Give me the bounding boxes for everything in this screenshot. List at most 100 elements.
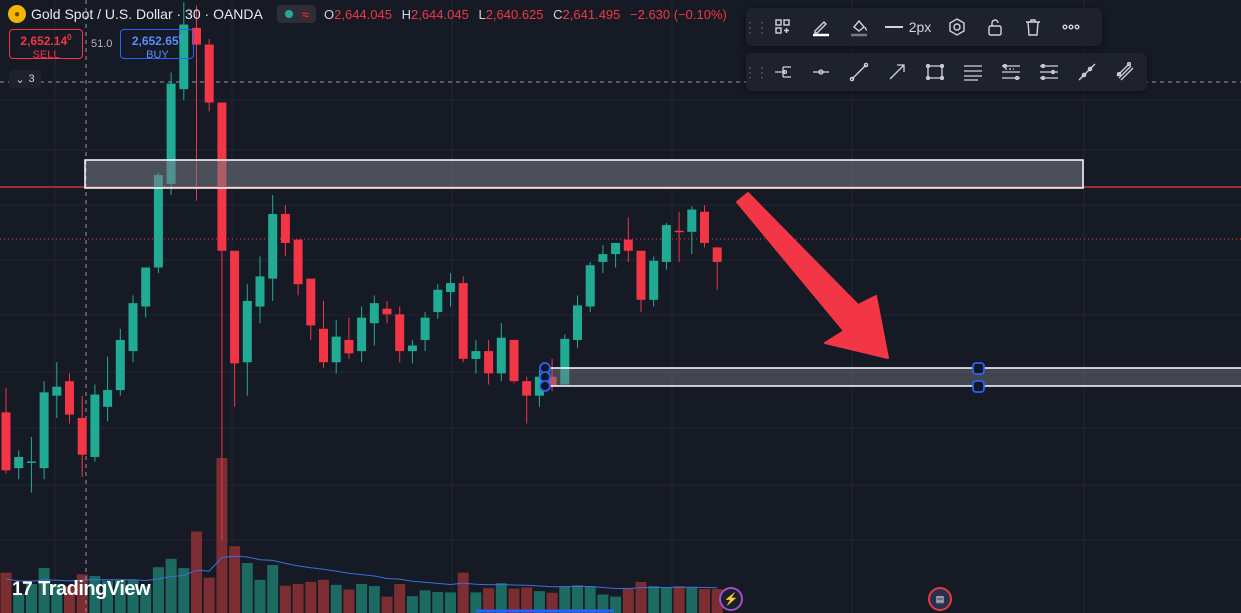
volume-bar (381, 596, 393, 613)
pitchfork-icon[interactable] (764, 53, 802, 91)
template-icon[interactable] (764, 8, 802, 46)
arrow-icon[interactable] (878, 53, 916, 91)
event-lightning-icon[interactable]: ⚡ (719, 587, 743, 611)
candle (115, 339, 125, 391)
candle (369, 303, 379, 324)
volume-bar (483, 588, 495, 613)
volume-bar (584, 586, 596, 613)
candle (382, 308, 392, 315)
candle (623, 239, 633, 251)
candle (573, 305, 582, 340)
volume-bar (64, 586, 75, 613)
volume-bar (699, 589, 710, 613)
candle (357, 317, 367, 352)
volume-bar (635, 581, 647, 613)
trash-icon[interactable] (1014, 8, 1052, 46)
candle (153, 174, 163, 268)
change-value: −2.630 (−0.10%) (630, 6, 727, 22)
market-open-icon (284, 10, 293, 18)
candle (306, 278, 316, 326)
trade-panel: 2,652.140 SELL 51.0 2,652.650 BUY (9, 29, 195, 61)
settings-icon[interactable] (938, 8, 976, 46)
candle (268, 213, 278, 279)
rectangle-icon[interactable] (916, 53, 954, 91)
tradingview-logo[interactable]: 17 TradingView (12, 578, 151, 601)
candle (192, 27, 201, 45)
low-label: L (478, 6, 486, 22)
candle (52, 386, 62, 396)
volume-bar (102, 580, 114, 613)
symbol-title[interactable]: Gold Spot / U.S. Dollar · 30 · OANDA (31, 6, 263, 22)
volume-bar (457, 572, 469, 613)
event-flag-icon[interactable]: ▤ (928, 587, 952, 611)
low-value: 2,640.625 (485, 6, 544, 22)
lock-icon[interactable] (976, 8, 1014, 46)
sell-price-sup: 0 (67, 33, 72, 42)
down-arrow-drawing (736, 192, 889, 359)
line-width-button[interactable]: 2px (878, 8, 938, 46)
volume-bar (330, 584, 342, 613)
volume-bar (305, 581, 317, 613)
volume-bar (241, 563, 253, 613)
extended-line-icon[interactable] (1068, 53, 1106, 91)
zone-handle-left-bottom (539, 380, 551, 392)
drawing-properties-toolbar: ⋮⋮ 2px (743, 8, 1102, 46)
indicators-collapse-button[interactable]: ⌄ 3 (9, 70, 41, 88)
brush-icon[interactable] (802, 8, 840, 46)
volume-bar (13, 594, 25, 613)
zone-handles[interactable] (539, 362, 985, 393)
volume-bar (279, 585, 291, 613)
candle (77, 417, 87, 455)
candle (166, 83, 176, 184)
volume-bar (610, 596, 622, 613)
volume-bar (89, 576, 101, 613)
candle (179, 24, 189, 90)
candle (255, 276, 265, 307)
candle (103, 390, 113, 407)
volume-ma-line (5, 555, 718, 589)
volume-bar (254, 579, 266, 613)
fib-icon[interactable] (992, 53, 1030, 91)
volume-bar (559, 586, 571, 613)
volume-bar (191, 531, 202, 613)
sell-button[interactable]: 2,652.140 SELL (9, 29, 83, 61)
more-icon[interactable] (1052, 8, 1090, 46)
buy-label: BUY (146, 49, 169, 61)
volume-bar (127, 579, 139, 613)
volume-bar (508, 588, 520, 613)
candle (14, 456, 24, 469)
volume-bar (686, 586, 698, 613)
fill-icon[interactable] (840, 8, 878, 46)
channel-icon[interactable] (1106, 53, 1144, 91)
horizontal-ray-icon[interactable] (802, 53, 840, 91)
volume-bar (229, 546, 241, 613)
trend-line-icon[interactable] (840, 53, 878, 91)
data-wave-icon: ≈ (298, 6, 312, 22)
candle (128, 303, 138, 352)
parallel-lines-icon[interactable] (954, 53, 992, 91)
candle (598, 254, 608, 262)
volume-bar (521, 587, 533, 613)
candle (509, 339, 519, 382)
candle (585, 265, 595, 307)
candle (522, 381, 532, 396)
buy-button[interactable]: 2,652.650 BUY (120, 29, 195, 61)
symbol-legend: ● Gold Spot / U.S. Dollar · 30 · OANDA ≈… (8, 4, 733, 24)
volume-bar (51, 584, 63, 613)
volume-bar (343, 589, 355, 613)
status-pill[interactable]: ≈ (276, 5, 316, 23)
candle (1, 412, 11, 471)
support-zone[interactable] (544, 367, 1241, 387)
volume-bar (622, 588, 634, 613)
volume-bar (38, 568, 50, 613)
candle (458, 283, 468, 359)
line-width-label: 2px (908, 19, 932, 35)
volume-bar (572, 585, 583, 613)
chevron-down-icon: ⌄ (15, 73, 25, 86)
drag-handle-icon[interactable]: ⋮⋮ (743, 18, 769, 35)
range-icon[interactable] (1030, 53, 1068, 91)
drag-handle-icon[interactable]: ⋮⋮ (743, 63, 769, 80)
candle (674, 230, 684, 233)
candle (560, 338, 570, 385)
